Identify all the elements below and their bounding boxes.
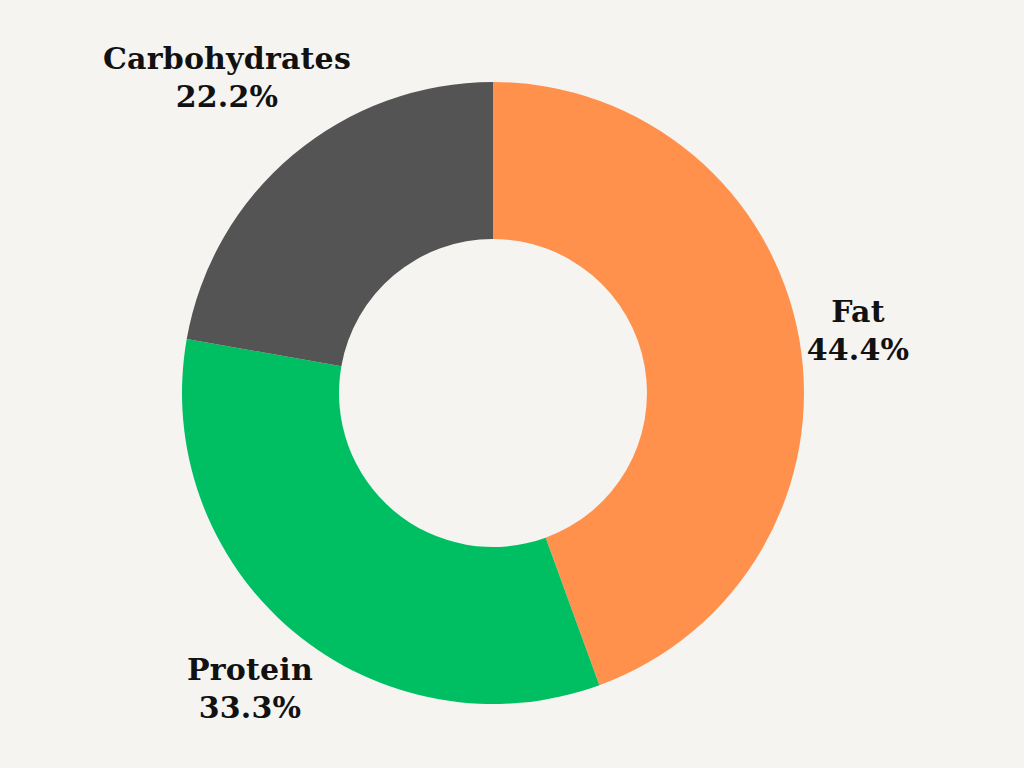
label-fat-percent: 44.4%: [758, 331, 958, 369]
label-carbohydrates-name: Carbohydrates: [27, 40, 427, 78]
label-fat: Fat 44.4%: [758, 293, 958, 369]
label-fat-name: Fat: [758, 293, 958, 331]
donut-chart-canvas: Carbohydrates 22.2% Fat 44.4% Protein 33…: [0, 0, 1024, 768]
donut-slice-protein: [182, 339, 599, 704]
label-carbohydrates-percent: 22.2%: [27, 78, 427, 116]
donut-slice-carbohydrates: [187, 82, 493, 366]
label-protein-percent: 33.3%: [50, 689, 450, 727]
label-protein: Protein 33.3%: [50, 651, 450, 727]
label-carbohydrates: Carbohydrates 22.2%: [27, 40, 427, 116]
label-protein-name: Protein: [50, 651, 450, 689]
